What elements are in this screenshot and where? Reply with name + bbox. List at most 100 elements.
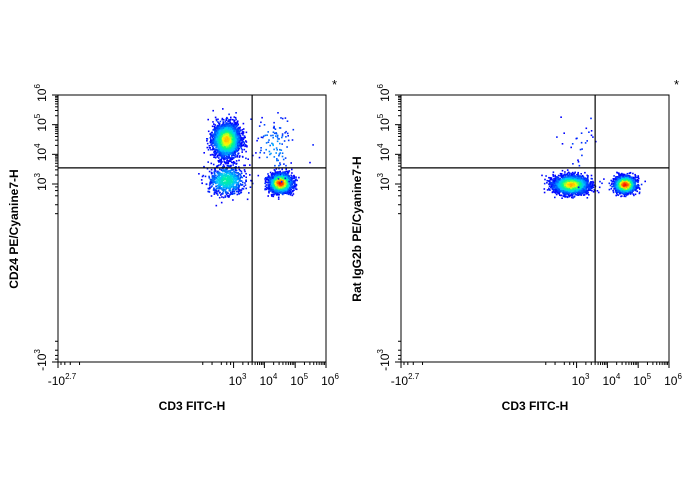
event-dot	[227, 139, 230, 141]
event-dot	[210, 162, 213, 165]
event-dot	[285, 191, 287, 193]
event-dot	[238, 133, 241, 135]
event-dot	[224, 120, 227, 123]
event-dot	[233, 144, 235, 147]
event-dot	[236, 131, 238, 134]
event-dot	[225, 132, 227, 135]
event-dot	[235, 181, 238, 184]
event-dot	[210, 171, 213, 174]
event-dot	[218, 196, 221, 199]
event-dot	[229, 135, 232, 138]
event-dot	[223, 161, 226, 164]
event-dot	[273, 174, 275, 177]
event-dot	[224, 169, 226, 171]
event-dot	[227, 177, 230, 180]
event-dot	[237, 177, 240, 180]
event-dot	[214, 137, 216, 140]
event-dot	[219, 163, 222, 166]
event-dot	[222, 127, 225, 129]
event-dot	[226, 181, 229, 184]
event-dot	[234, 128, 237, 130]
event-dot	[224, 141, 227, 143]
event-dot	[214, 191, 217, 194]
event-dot	[238, 168, 241, 171]
event-dot	[229, 183, 232, 185]
event-dot	[244, 145, 246, 148]
event-dot	[237, 145, 239, 148]
event-dot	[245, 140, 247, 142]
event-dot	[231, 146, 234, 149]
event-dot	[245, 176, 247, 179]
event-dot	[281, 188, 283, 190]
event-dot	[213, 123, 215, 125]
event-dot	[214, 152, 216, 154]
event-dot	[266, 186, 269, 189]
event-dot	[223, 137, 225, 139]
event-dot	[230, 191, 232, 193]
event-dot	[234, 124, 236, 127]
event-dot	[218, 131, 220, 133]
event-dot	[285, 182, 287, 184]
event-dot	[294, 183, 296, 186]
event-dot	[222, 183, 225, 186]
event-dot	[220, 153, 223, 156]
event-dot	[234, 148, 237, 150]
event-dot	[287, 192, 289, 195]
event-dot	[216, 124, 219, 127]
event-dot	[232, 185, 235, 188]
event-dot	[231, 161, 234, 164]
event-dot	[232, 134, 235, 137]
event-dot	[210, 186, 213, 188]
event-dot	[208, 184, 211, 186]
event-dot	[212, 135, 215, 137]
event-dot	[215, 204, 218, 207]
event-dot	[232, 128, 235, 130]
event-dot	[225, 136, 228, 138]
event-dot	[219, 120, 222, 123]
event-dot	[226, 170, 228, 172]
event-dot	[235, 144, 237, 146]
event-dot	[218, 157, 220, 159]
event-dot	[222, 145, 225, 147]
event-dot	[209, 178, 212, 181]
event-dot	[266, 177, 268, 180]
event-dot	[218, 186, 221, 188]
event-dot	[221, 196, 223, 198]
event-dot	[230, 128, 232, 130]
event-dot	[241, 187, 244, 190]
event-dot	[227, 120, 229, 122]
event-dot	[239, 126, 241, 129]
event-dot	[235, 180, 237, 182]
event-dot	[232, 118, 234, 121]
event-dot	[235, 178, 238, 180]
event-dot	[237, 188, 240, 191]
event-dot	[217, 160, 220, 162]
event-dot	[219, 149, 222, 151]
event-dot	[225, 155, 228, 158]
event-dot	[220, 187, 222, 190]
event-dot	[225, 146, 228, 148]
event-dot	[233, 179, 235, 182]
event-dot	[228, 159, 231, 161]
event-dot	[212, 121, 214, 123]
event-dot	[219, 168, 221, 171]
event-dot	[217, 134, 220, 136]
event-dot	[244, 144, 247, 146]
event-dot	[228, 153, 230, 156]
event-dot	[224, 184, 226, 187]
event-dot	[279, 191, 281, 194]
event-dot	[231, 139, 233, 142]
event-dot	[232, 199, 234, 201]
event-dot	[275, 168, 278, 170]
event-dot	[243, 135, 246, 137]
event-dot	[221, 130, 223, 132]
event-dot	[211, 177, 214, 179]
event-dot	[286, 190, 289, 192]
event-dot	[220, 172, 222, 175]
event-dot	[223, 188, 225, 191]
event-dot	[278, 172, 281, 174]
event-dot	[222, 169, 225, 171]
event-dot	[276, 178, 278, 180]
event-dot	[277, 196, 280, 199]
event-dot	[236, 139, 239, 141]
